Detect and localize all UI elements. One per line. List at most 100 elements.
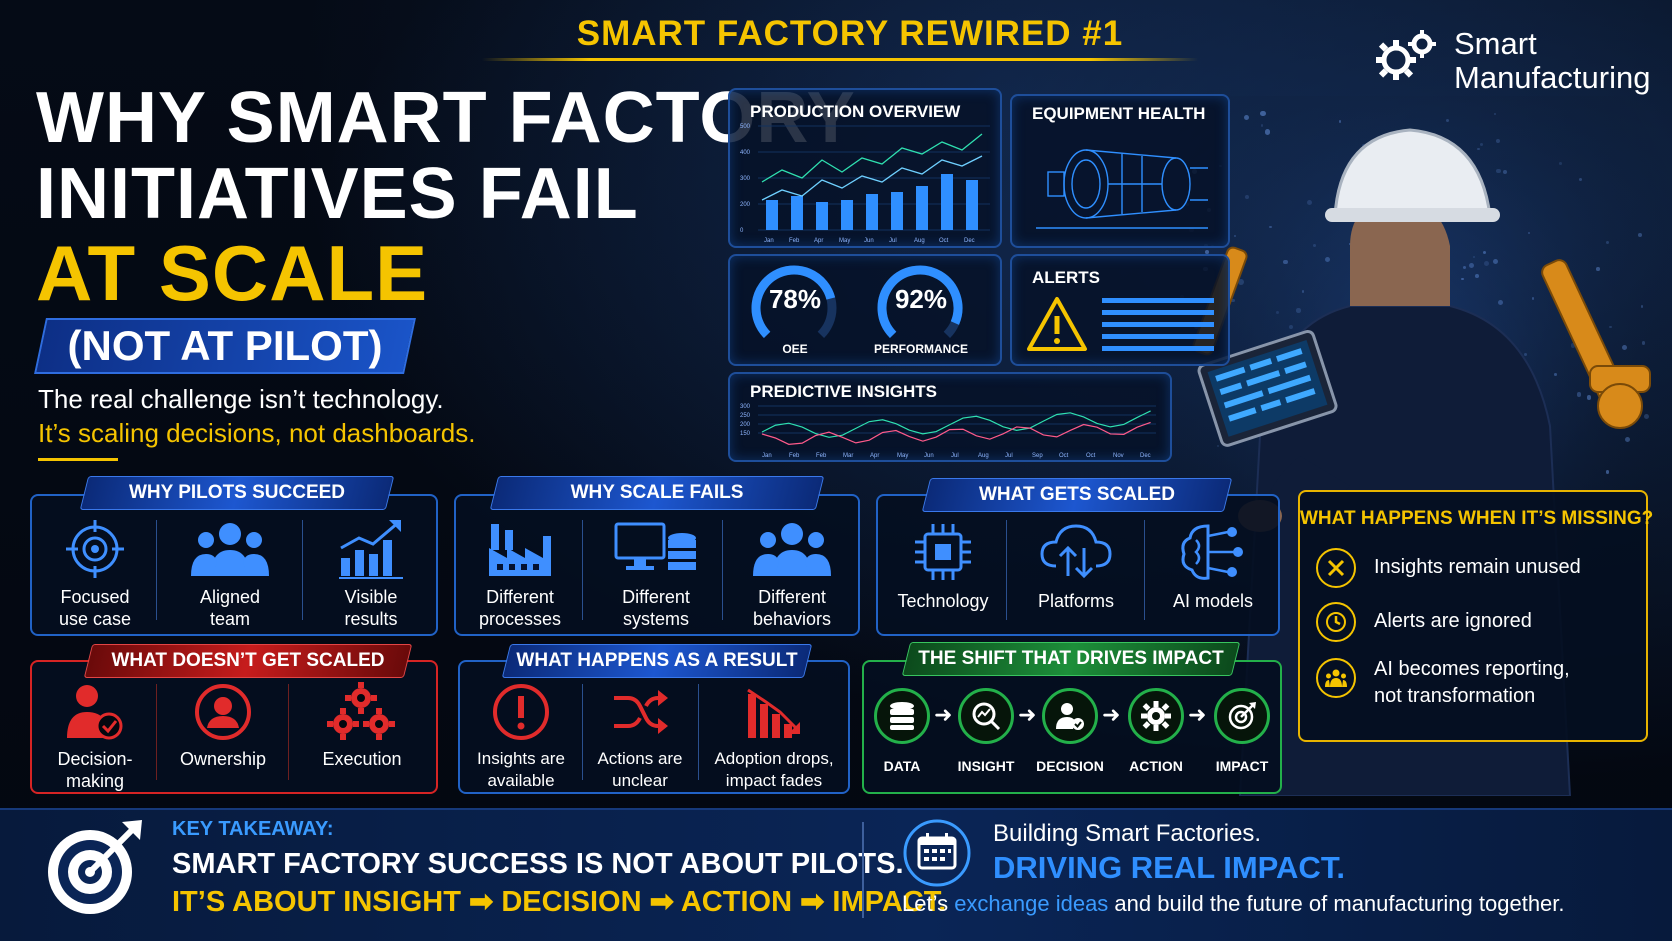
performance-gauge [877,265,963,339]
what-gets-scaled-title: WHAT GETS SCALED [979,484,1175,505]
intro-line1: The real challenge isn’t technology. [38,384,444,414]
oee-gauge [751,265,837,339]
not-scaled-label-1: Decision-making [57,749,133,791]
not-scaled-label-3: Execution [322,749,402,769]
y-tick-label: 300 [740,176,751,182]
brand-name-line2: Manufacturing [1454,60,1651,95]
factory-icon [489,524,551,576]
divider [156,684,157,780]
machine-wireframe-icon [1036,149,1208,229]
flow-label-impact: IMPACT [1215,758,1269,774]
declining-chart-icon [747,688,800,738]
performance-gauge-label: PERFORMANCE [873,342,968,356]
people-icon [753,523,831,576]
what-happens-when-missing-title: WHAT HAPPENS WHEN IT’S MISSING? [1300,508,1654,529]
alert-bars [1102,298,1214,351]
pilot-item-focused: Focused use case [36,518,154,630]
pilot-pill-text: (NOT AT PILOT) [67,322,383,369]
divider [698,684,699,780]
alerts-title: ALERTS [1032,268,1100,287]
cta-line1: Building Smart Factories. [993,820,1262,847]
gears-icon [1376,30,1436,80]
why-scale-fails-title: WHY SCALE FAILS [570,482,744,503]
performance-gauge-value: 92% [894,284,948,314]
predictive-insights-panel: PREDICTIVE INSIGHTS 300 250 200 150 Jan Feb Fe… [728,372,1172,462]
x-tick-label: Aug [978,453,989,459]
headline-line3: AT SCALE [36,229,429,317]
scaled-item-technology: Technology [882,520,1004,612]
scaled-item-label-1: Technology [897,591,989,611]
cloud-icon [1040,524,1112,579]
what-happens-when-missing-box [1298,490,1648,742]
alerts-panel: ALERTS [1010,254,1230,366]
production-bar [941,174,953,230]
owner-icon [195,684,251,740]
gauge-fill [751,265,836,339]
missing-text-3: AI becomes reporting, not transformation [1374,658,1570,707]
team-icon [191,523,269,576]
x-circle [1316,548,1356,588]
gauges-svg [751,265,963,339]
scaled-item-platforms: Platforms [1014,520,1138,612]
y-tick-label: 0 [740,228,744,234]
not-scaled-label-2: Ownership [179,749,267,769]
production-bar [841,200,853,230]
divider [156,520,157,620]
x-tick-label: Jan [762,453,772,459]
flow-node-action [1128,688,1184,744]
x-tick-label: Aug [914,238,925,244]
result-item-actions: Actions are unclear [584,682,696,792]
pilot-item-visible: Visible results [312,518,430,630]
equipment-health-panel: EQUIPMENT HEALTH [1010,94,1230,248]
oee-gauge-label: OEE [782,342,808,356]
production-bar [766,200,778,230]
flow-node-decision [1042,688,1098,744]
brain-icon [1181,524,1243,580]
divider [1144,520,1145,620]
headline-line1: WHY SMART FACTORY [36,78,856,158]
shift-that-drives-impact-title: THE SHIFT THAT DRIVES IMPACT [918,648,1224,669]
x-tick-label: Feb [816,453,827,459]
footer-band [0,808,1672,941]
x-tick-label: Oct [1059,453,1069,459]
predictive-insights-chart: 300 250 200 150 Jan Feb Feb Mar Apr May Jun Jul Aug J… [740,404,1156,459]
target-icon [66,520,124,578]
x-tick-label: Mar [843,453,853,459]
y-tick-label: 150 [740,431,751,437]
production-overview-chart: 500 400 300 200 0 Jan Feb Apr May Jun Jul Aug Oct Dec [740,124,990,244]
x-tick-label: May [897,453,908,459]
what-gets-scaled-box [876,494,1280,636]
production-overview-title: PRODUCTION OVERVIEW [750,102,961,121]
gears-icon [327,682,395,740]
divider [722,520,723,620]
pilot-item-aligned: Aligned team [168,518,292,630]
exchange-ideas-link[interactable]: exchange ideas [954,891,1109,916]
production-bar [966,180,978,230]
takeaway-target-icon [48,820,142,914]
x-tick-label: Apr [870,453,879,459]
target-icon [1228,702,1256,730]
production-trend-line [761,155,983,201]
flow-arrow-3: ➜ [1102,702,1121,727]
divider [302,520,303,620]
x-tick-label: Oct [1086,453,1096,459]
cta-line3: Let’s exchange ideas and build the futur… [902,891,1565,917]
scaled-item-label-3: AI models [1172,591,1254,611]
gauge-fill [877,265,963,339]
production-bar [891,192,903,230]
x-tick-label: Nov [1113,453,1124,459]
production-bar [791,196,803,230]
cta-line2: DRIVING REAL IMPACT. [993,850,1345,885]
divider [582,684,583,780]
why-pilots-succeed-title: WHY PILOTS SUCCEED [128,482,346,503]
production-trend-line [761,133,983,183]
equipment-health-title: EQUIPMENT HEALTH [1032,104,1206,123]
cta-text-pre: Let’s [902,891,955,916]
insight-icon [972,702,1001,731]
result-label-2: Actions are unclear [597,749,683,790]
gear-icon [1141,701,1171,731]
production-bar [816,202,828,230]
pilot-item-label-1: Focused use case [58,587,132,629]
not-scaled-item-ownership: Ownership [164,682,282,770]
not-scaled-item-execution: Execution [300,682,424,770]
